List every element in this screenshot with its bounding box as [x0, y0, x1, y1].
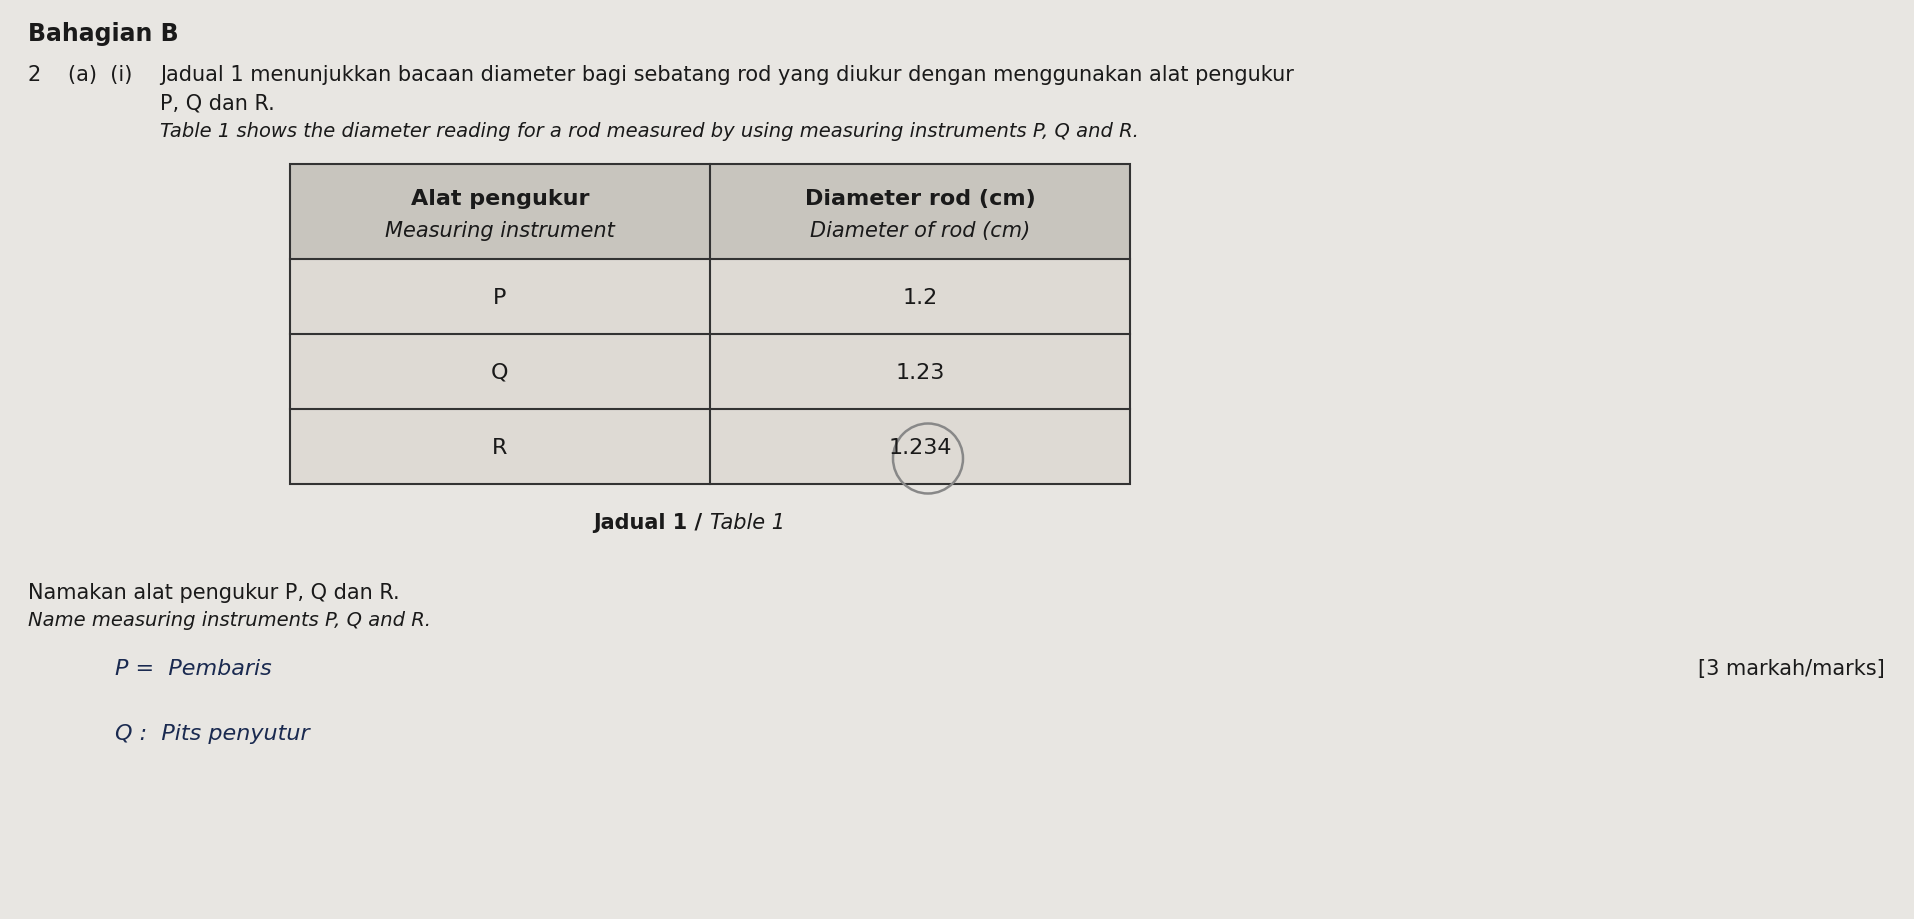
Text: R: R [492, 437, 507, 457]
Text: 1.23: 1.23 [896, 362, 944, 382]
Text: 1.2: 1.2 [901, 288, 938, 307]
Text: P =  Pembaris: P = Pembaris [115, 658, 272, 678]
Text: Namakan alat pengukur P, Q dan R.: Namakan alat pengukur P, Q dan R. [29, 583, 400, 602]
Text: Bahagian B: Bahagian B [29, 22, 178, 46]
Text: P, Q dan R.: P, Q dan R. [161, 93, 274, 113]
Text: 1.234: 1.234 [888, 437, 951, 457]
Bar [289, 165, 1129, 260]
Text: Jadual 1 /: Jadual 1 / [593, 513, 710, 532]
Text: Name measuring instruments P, Q and R.: Name measuring instruments P, Q and R. [29, 610, 431, 630]
Text: Diameter rod (cm): Diameter rod (cm) [804, 188, 1035, 209]
Text: P: P [494, 288, 507, 307]
Text: 2: 2 [29, 65, 42, 85]
Text: Diameter of rod (cm): Diameter of rod (cm) [810, 221, 1030, 240]
Bar [289, 410, 1129, 484]
Text: Q: Q [492, 362, 509, 382]
Text: Measuring instrument: Measuring instrument [385, 221, 614, 240]
Text: Table 1 shows the diameter reading for a rod measured by using measuring instrum: Table 1 shows the diameter reading for a… [161, 122, 1139, 141]
Text: Q :  Pits penyutur: Q : Pits penyutur [115, 723, 310, 743]
Bar [289, 260, 1129, 335]
Bar [289, 165, 1129, 484]
Bar [289, 335, 1129, 410]
Text: (a)  (i): (a) (i) [69, 65, 132, 85]
Text: Jadual 1 menunjukkan bacaan diameter bagi sebatang rod yang diukur dengan menggu: Jadual 1 menunjukkan bacaan diameter bag… [161, 65, 1294, 85]
Text: Alat pengukur: Alat pengukur [410, 188, 590, 209]
Text: [3 markah/marks]: [3 markah/marks] [1698, 658, 1883, 678]
Text: Table 1: Table 1 [710, 513, 785, 532]
